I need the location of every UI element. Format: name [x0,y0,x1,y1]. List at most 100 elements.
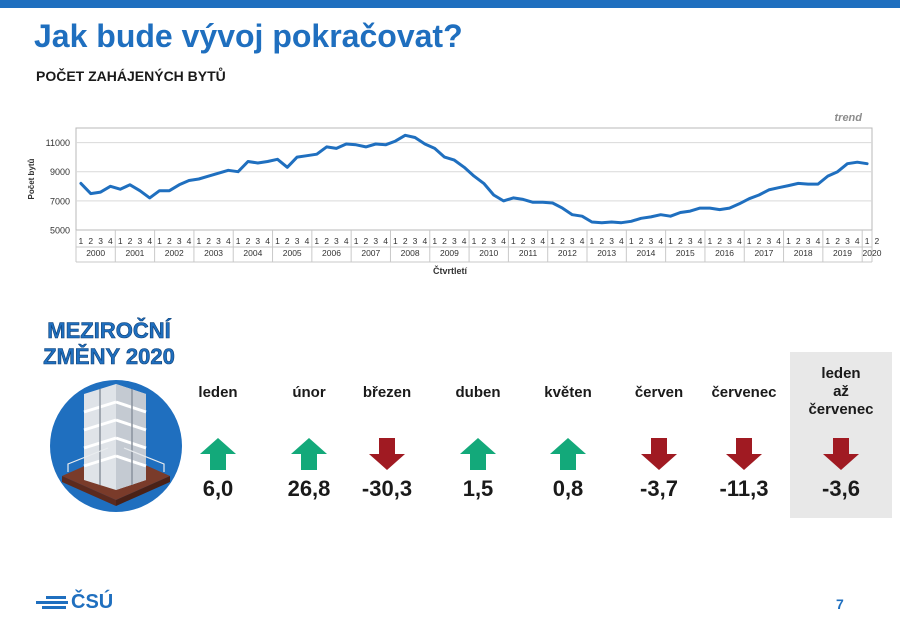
year-tick-label: 2014 [637,248,656,258]
month-label-text: duben [455,384,501,401]
quarter-tick-label: 1 [747,236,752,246]
quarter-tick-label: 1 [432,236,437,246]
year-tick-label: 2015 [676,248,695,258]
quarter-tick-label: 1 [79,236,84,246]
change-value: -30,3 [361,476,413,501]
month-label-text: únor [292,384,326,401]
quarter-tick-label: 2 [442,236,447,246]
section-title: MEZIROČNÍ ZMĚNY 2020 [24,318,194,370]
quarter-tick-label: 2 [875,236,880,246]
quarter-tick-label: 2 [246,236,251,246]
year-tick-label: 2003 [204,248,223,258]
quarter-tick-label: 3 [216,236,221,246]
quarter-tick-label: 2 [717,236,722,246]
month-label-text: červenec [711,384,777,401]
year-tick-label: 2005 [283,248,302,258]
quarter-tick-label: 4 [816,236,821,246]
quarter-tick-label: 4 [265,236,270,246]
quarter-tick-label: 4 [737,236,742,246]
quarter-tick-label: 1 [511,236,516,246]
year-tick-label: 2013 [597,248,616,258]
arrow-down-icon [369,438,405,470]
quarter-tick-label: 1 [668,236,673,246]
quarter-tick-label: 3 [334,236,339,246]
quarter-tick-label: 3 [491,236,496,246]
quarter-tick-label: 4 [187,236,192,246]
quarter-tick-label: 3 [255,236,260,246]
quarter-tick-label: 4 [501,236,506,246]
quarter-tick-label: 3 [452,236,457,246]
month-label: červenec [689,384,799,402]
quarter-tick-label: 4 [226,236,231,246]
arrow-down-icon [823,438,859,470]
month-label: červen [604,384,714,402]
y-tick-label: 5000 [50,226,70,236]
year-tick-label: 2019 [833,248,852,258]
change-value: -3,7 [640,476,678,501]
month-label: květen [513,384,623,402]
year-tick-label: 2011 [519,248,538,258]
quarter-tick-label: 1 [236,236,241,246]
quarter-tick-label: 4 [462,236,467,246]
year-tick-label: 2000 [86,248,105,258]
year-tick-label: 2001 [126,248,145,258]
quarter-tick-label: 4 [776,236,781,246]
quarter-tick-label: 2 [521,236,526,246]
quarter-tick-label: 3 [688,236,693,246]
quarter-tick-label: 1 [825,236,830,246]
quarter-tick-label: 4 [108,236,113,246]
slide-title: Jak bude vývoj pokračovat? [34,18,463,54]
trend-line [79,133,869,225]
quarter-tick-label: 4 [658,236,663,246]
month-label: duben [423,384,533,402]
quarter-tick-label: 1 [275,236,280,246]
quarter-tick-label: 2 [796,236,801,246]
quarter-tick-label: 2 [835,236,840,246]
quarter-tick-label: 4 [147,236,152,246]
period-label-line: červenec [808,401,874,418]
quarter-tick-label: 3 [845,236,850,246]
trend-annotation: trend [835,112,863,124]
change-value: 1,5 [462,476,494,501]
year-tick-label: 2016 [715,248,734,258]
period-label-line: až [833,383,849,400]
arrow-up-icon [460,438,496,470]
month-label-text: březen [362,384,412,401]
chart-subtitle: POČET ZAHÁJENÝCH BYTŮ [36,68,226,84]
year-tick-label: 2012 [558,248,577,258]
quarter-tick-label: 4 [580,236,585,246]
year-tick-label: 2009 [440,248,459,258]
building-construction-icon [50,380,182,512]
quarter-tick-label: 3 [649,236,654,246]
year-tick-label: 2006 [322,248,341,258]
arrow-up-icon [200,438,236,470]
arrow-down-icon [726,438,762,470]
logo-lines [36,595,68,609]
quarter-tick-label: 2 [560,236,565,246]
quarter-tick-label: 2 [285,236,290,246]
quarter-tick-label: 1 [707,236,712,246]
quarter-tick-label: 3 [413,236,418,246]
section-title-line1: MEZIROČNÍ [47,318,171,344]
quarter-tick-label: 2 [324,236,329,246]
quarter-tick-label: 1 [865,236,870,246]
quarter-tick-label: 3 [727,236,732,246]
quarter-tick-label: 4 [855,236,860,246]
month-label: leden [163,384,273,402]
year-tick-label: 2002 [165,248,184,258]
change-value: 0,8 [552,476,584,501]
quarter-tick-label: 1 [550,236,555,246]
page-number: 7 [836,596,844,612]
quarter-tick-label: 2 [167,236,172,246]
quarter-tick-label: 3 [138,236,143,246]
y-tick-label: 7000 [50,196,70,206]
logo-text: ČSÚ [71,590,114,613]
y-tick-label: 11000 [46,138,70,148]
year-tick-label: 2008 [401,248,420,258]
quarter-tick-label: 1 [393,236,398,246]
change-value: -3,6 [822,476,860,501]
quarter-tick-label: 3 [98,236,103,246]
quarter-tick-label: 2 [481,236,486,246]
quarter-tick-label: 4 [422,236,427,246]
